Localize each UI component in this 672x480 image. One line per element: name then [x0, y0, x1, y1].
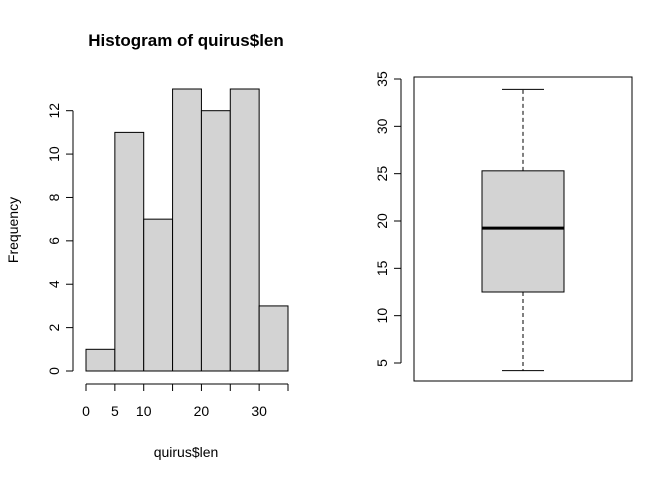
boxplot-y-tick-label: 30: [374, 118, 390, 134]
histogram-y-axis-label: Frequency: [5, 197, 21, 263]
histogram-y-tick-label: 0: [46, 367, 62, 375]
histogram-x-tick-label: 20: [194, 403, 210, 419]
histogram-x-axis-label: quirus$len: [154, 444, 219, 460]
histogram-x-tick-label: 10: [136, 403, 152, 419]
histogram-bar: [200, 110, 231, 372]
histogram-title: Histogram of quirus$len: [88, 31, 284, 50]
boxplot-y-tick-label: 15: [374, 260, 390, 276]
histogram-bar: [172, 88, 202, 372]
histogram-x-axis: 0 5 10 20 30: [82, 383, 289, 419]
histogram-bar: [85, 348, 116, 372]
histogram-panel: Histogram of quirus$len 0 5 10 20 30 0 2 4 6 8 10…: [5, 31, 289, 460]
boxplot-y-tick-label: 25: [374, 166, 390, 182]
histogram-y-tick-label: 6: [46, 237, 62, 245]
histogram-x-tick-label: 0: [82, 403, 90, 419]
histogram-y-tick-label: 10: [46, 146, 62, 162]
histogram-bar: [114, 131, 145, 372]
boxplot-y-tick-label: 10: [374, 308, 390, 324]
boxplot-y-tick-label: 5: [374, 359, 390, 367]
histogram-x-tick-label: 5: [111, 403, 119, 419]
histogram-y-tick-label: 2: [46, 324, 62, 332]
histogram-bar: [229, 88, 260, 372]
histogram-y-tick-label: 8: [46, 193, 62, 201]
boxplot-panel: 5 10 15 20 25 30 35: [374, 71, 633, 382]
histogram-y-tick-label: 12: [46, 103, 62, 119]
boxplot-frame: [413, 76, 633, 382]
histogram-bar: [143, 218, 174, 372]
histogram-x-tick-label: 30: [251, 403, 267, 419]
histogram-y-axis: 0 2 4 6 8 10 12: [46, 103, 74, 375]
histogram-y-tick-label: 4: [46, 280, 62, 288]
boxplot-marks: [481, 88, 565, 372]
boxplot-y-axis: 5 10 15 20 25 30 35: [374, 71, 402, 367]
histogram-bars: [85, 88, 289, 372]
boxplot-y-tick-label: 20: [374, 213, 390, 229]
histogram-bar: [258, 305, 289, 372]
boxplot-y-tick-label: 35: [374, 71, 390, 87]
boxplot-box: [481, 170, 565, 293]
